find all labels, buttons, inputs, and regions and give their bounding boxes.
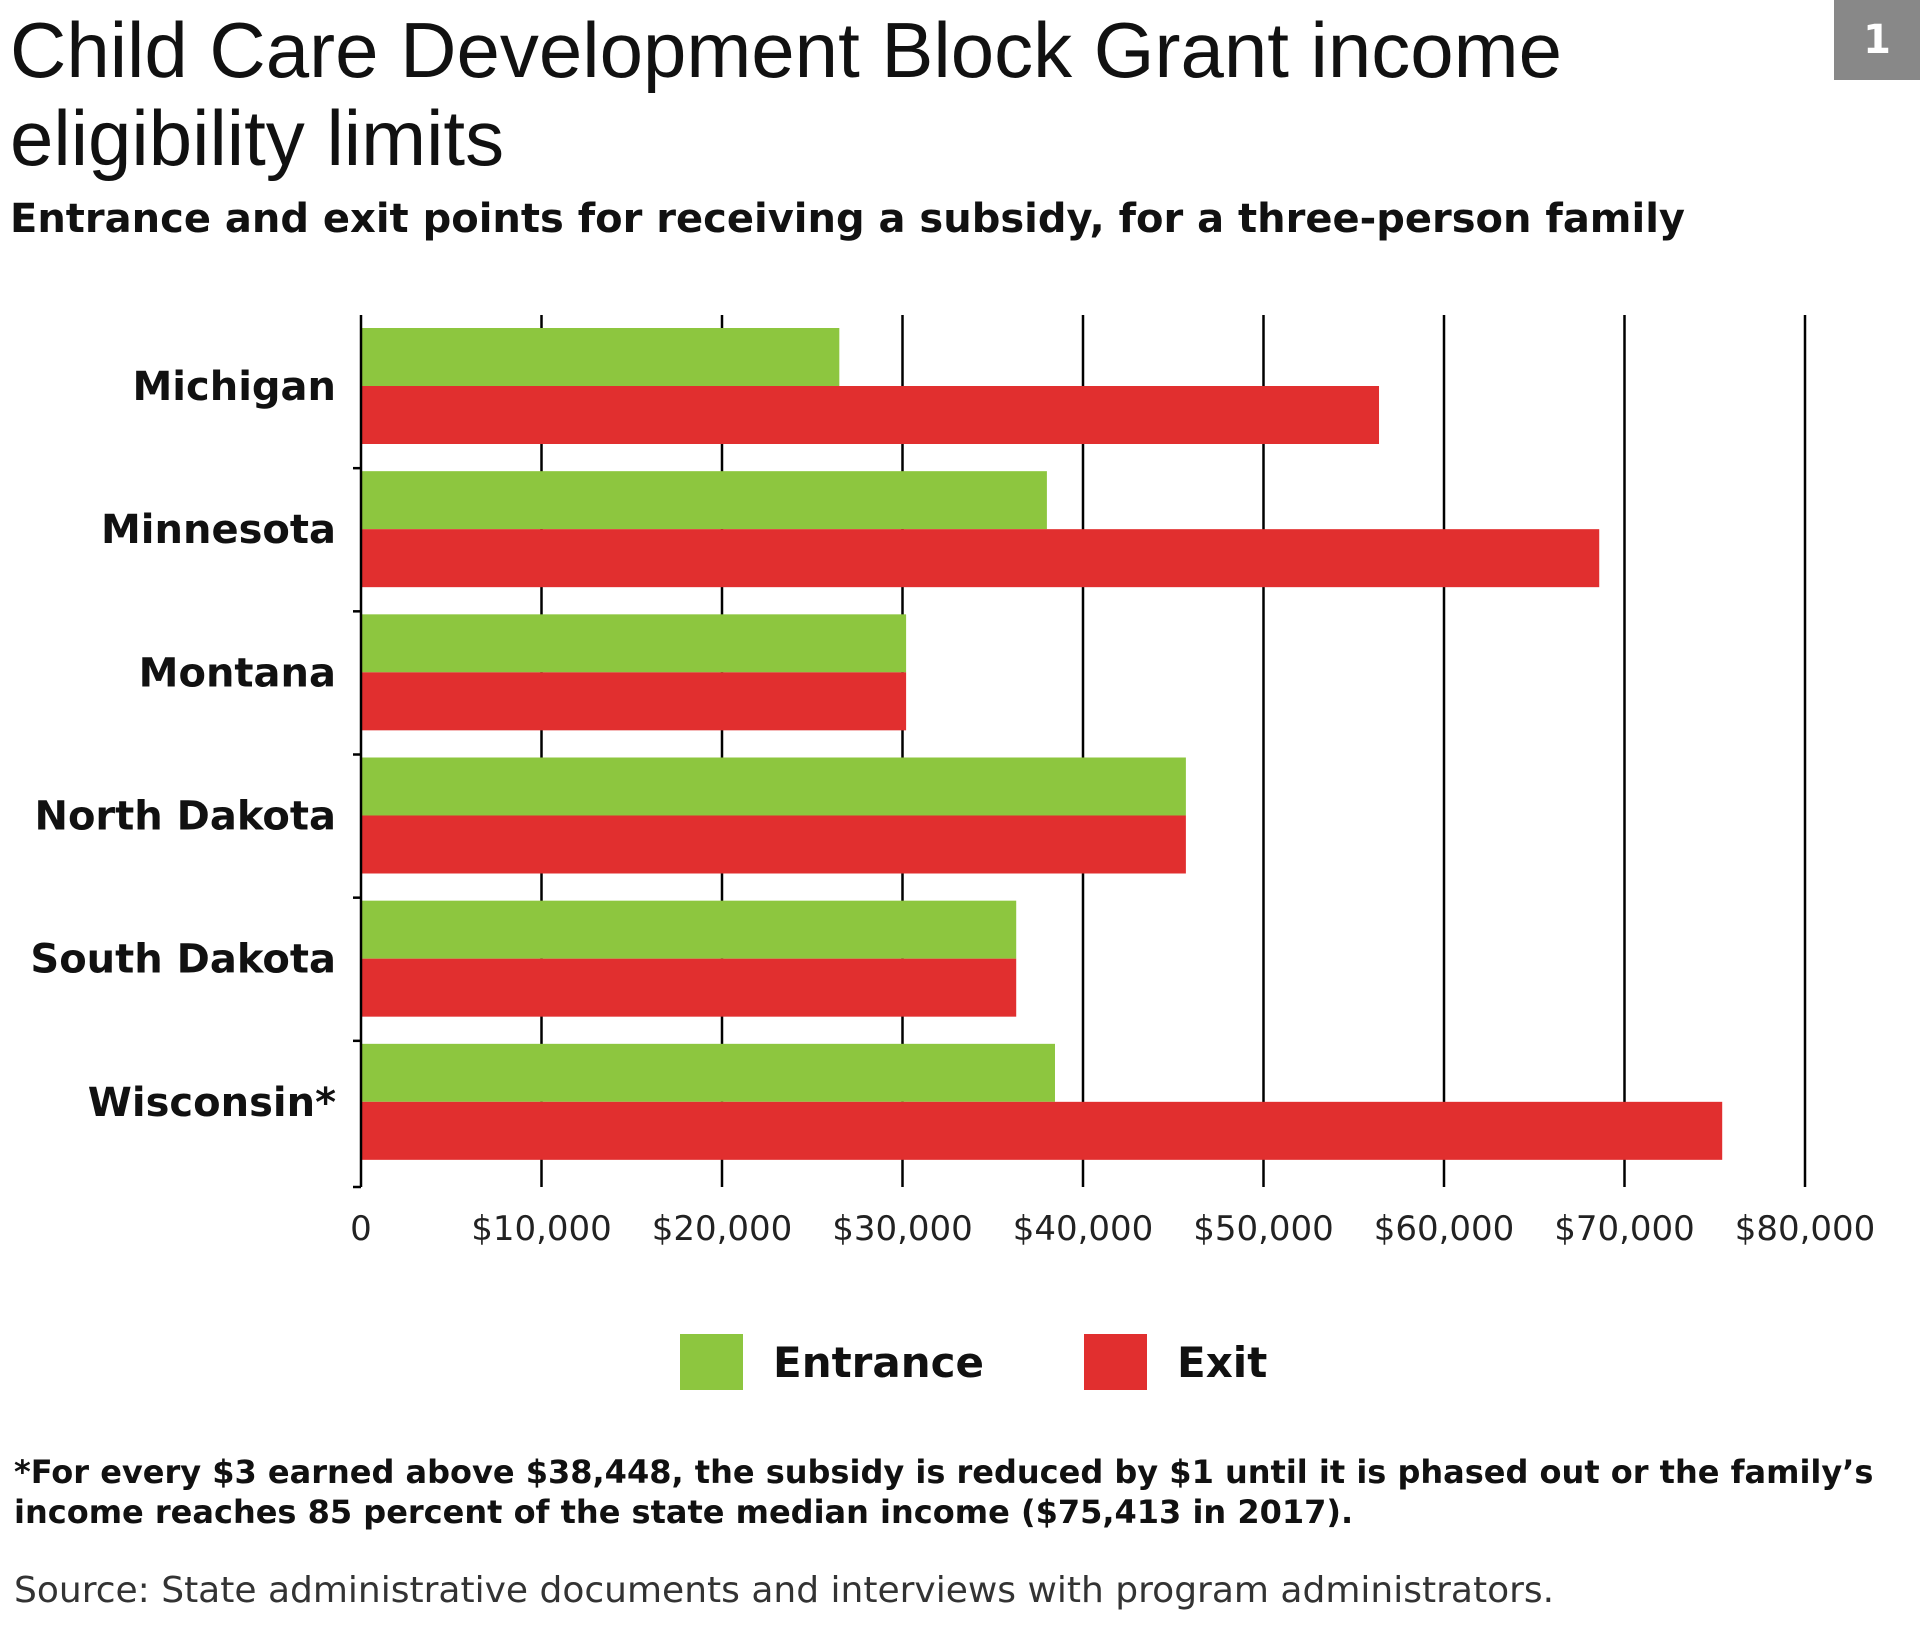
x-tick-labels: 0 $10,000 $20,000 $30,000 $40,000 $50,000 $60,… xyxy=(350,1209,1875,1249)
legend-label-exit: Exit xyxy=(1177,1337,1268,1387)
y-axis xyxy=(353,315,363,1189)
legend-label-entrance: Entrance xyxy=(773,1337,985,1387)
source-note: Source: State administrative documents a… xyxy=(14,1570,1555,1611)
x-tick-label: $10,000 xyxy=(471,1209,612,1249)
bar-exit xyxy=(361,386,1380,444)
legend-item-exit: Exit xyxy=(1084,1334,1267,1390)
bar-entrance xyxy=(361,757,1186,816)
x-tick-label: 0 xyxy=(350,1209,372,1249)
x-tick-label: $20,000 xyxy=(652,1209,793,1249)
x-tick-label: $80,000 xyxy=(1735,1209,1876,1249)
category-labels: Michigan Minnesota Montana North Dakota Sout… xyxy=(30,364,336,1126)
x-tick-label: $70,000 xyxy=(1554,1209,1695,1249)
bar-entrance xyxy=(361,900,1017,959)
chart-subtitle: Entrance and exit points for receiving a… xyxy=(10,196,1685,242)
legend: Entrance Exit xyxy=(680,1334,1367,1390)
x-tick-label: $40,000 xyxy=(1013,1209,1154,1249)
bar-entrance xyxy=(361,614,907,673)
figure-number-badge: 1 xyxy=(1834,0,1920,80)
bar-entrance xyxy=(361,1043,1055,1102)
chart-title: Child Care Development Block Grant incom… xyxy=(10,6,1563,182)
category-label: North Dakota xyxy=(34,794,336,840)
category-label: South Dakota xyxy=(30,937,336,983)
legend-swatch-entrance xyxy=(680,1334,743,1390)
bar-exit xyxy=(361,958,1017,1017)
category-label: Minnesota xyxy=(101,507,336,553)
legend-item-entrance: Entrance xyxy=(680,1334,984,1390)
legend-swatch-exit xyxy=(1084,1334,1148,1390)
category-label: Montana xyxy=(139,650,336,696)
bars xyxy=(361,328,1723,1160)
category-label: Wisconsin* xyxy=(88,1080,336,1126)
category-label: Michigan xyxy=(132,364,336,410)
x-tick-label: $50,000 xyxy=(1193,1209,1334,1249)
bar-entrance xyxy=(361,471,1047,530)
footnote: *For every $3 earned above $38,448, the … xyxy=(14,1453,1874,1531)
x-tick-label: $30,000 xyxy=(832,1209,973,1249)
gridlines xyxy=(540,315,1807,1187)
bar-exit xyxy=(361,529,1600,588)
bar-exit xyxy=(361,1101,1723,1160)
x-tick-label: $60,000 xyxy=(1374,1209,1515,1249)
bar-chart: Michigan Minnesota Montana North Dakota Sout… xyxy=(30,315,1875,1249)
bar-exit xyxy=(361,672,907,731)
bar-exit xyxy=(361,815,1186,874)
bar-entrance xyxy=(361,328,840,386)
